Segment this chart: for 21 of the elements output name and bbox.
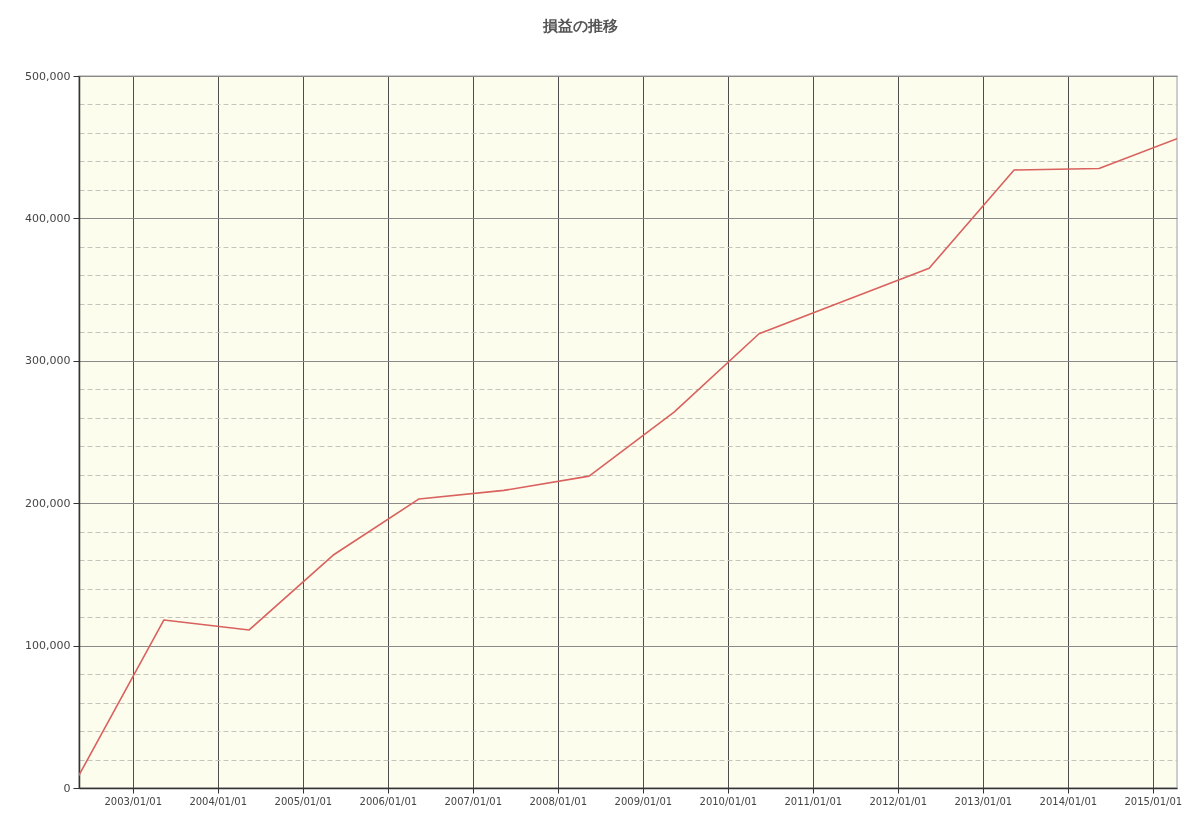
x-tick-label: 2005/01/01 (274, 795, 333, 807)
y-tick-label: 0 (63, 781, 71, 795)
y-tick-label: 400,000 (25, 211, 71, 225)
x-tick-label: 2004/01/01 (189, 795, 248, 807)
x-tick-label: 2012/01/01 (869, 795, 928, 807)
y-tick-label: 300,000 (25, 354, 71, 368)
x-tick-label: 2011/01/01 (784, 795, 843, 807)
x-tick-label: 2015/01/01 (1124, 795, 1183, 807)
y-tick-label: 500,000 (25, 69, 71, 83)
chart-title: 損益の推移 (541, 17, 618, 35)
x-tick-label: 2013/01/01 (954, 795, 1013, 807)
x-tick-label: 2014/01/01 (1039, 795, 1098, 807)
x-tick-label: 2008/01/01 (529, 795, 588, 807)
x-tick-label: 2010/01/01 (699, 795, 758, 807)
x-tick-label: 2007/01/01 (444, 795, 503, 807)
line-series (79, 137, 1177, 776)
y-tick-label: 100,000 (25, 639, 71, 653)
x-tick-label: 2006/01/01 (359, 795, 418, 807)
x-tick-label: 2009/01/01 (614, 795, 673, 807)
y-tick-label: 200,000 (25, 496, 71, 510)
x-tick-label: 2003/01/01 (104, 795, 163, 807)
